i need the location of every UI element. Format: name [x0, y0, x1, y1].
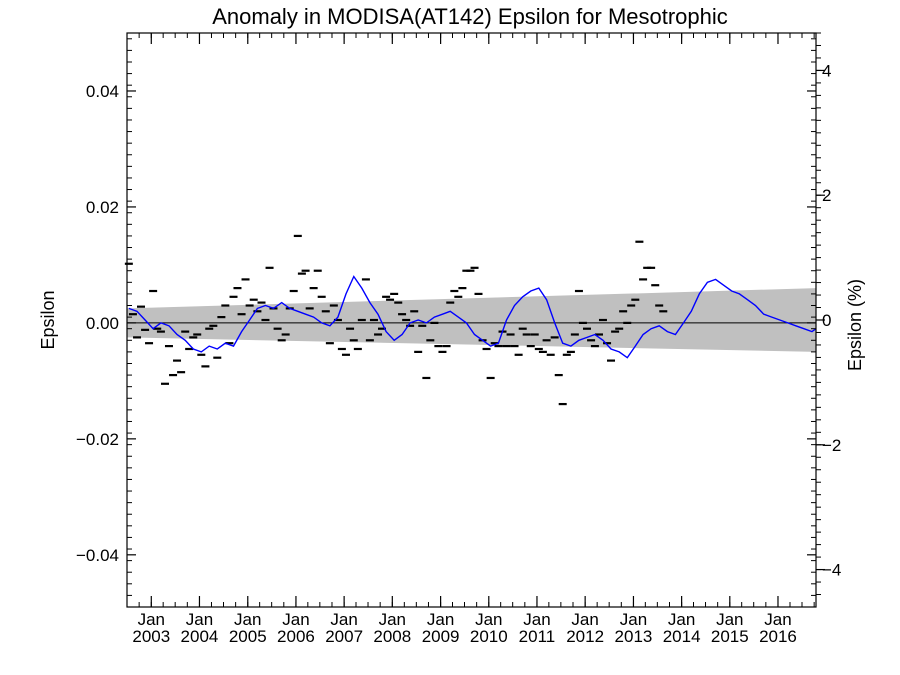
x-tick-label-year: 2007 [325, 627, 363, 646]
x-tick-label-year: 2014 [663, 627, 701, 646]
x-tick-label-month: Jan [186, 610, 213, 629]
x-tick-label-month: Jan [475, 610, 502, 629]
x-tick-label-month: Jan [620, 610, 647, 629]
x-tick-label-month: Jan [764, 610, 791, 629]
plot-area [124, 234, 817, 406]
x-tick-label-month: Jan [379, 610, 406, 629]
x-tick-label-year: 2011 [519, 627, 556, 646]
x-tick-label-year: 2015 [711, 627, 749, 646]
y-axis-right-label: Epsilon (%) [845, 279, 865, 371]
y-axis-label: Epsilon [38, 290, 58, 349]
x-tick-label-year: 2008 [373, 627, 411, 646]
x-tick-label-month: Jan [668, 610, 695, 629]
x-tick-label-year: 2009 [422, 627, 460, 646]
y-tick-label: 0.02 [86, 198, 119, 217]
confidence-band [127, 288, 816, 352]
x-tick-label-year: 2004 [181, 627, 219, 646]
smoothed-series-line [128, 275, 817, 359]
y-right-tick-label: 2 [822, 186, 831, 205]
x-tick-label-month: Jan [138, 610, 165, 629]
y-right-tick-label: 4 [822, 61, 831, 80]
x-tick-label-month: Jan [571, 610, 598, 629]
x-tick-label-month: Jan [716, 610, 743, 629]
x-tick-label-year: 2013 [615, 627, 653, 646]
y-tick-label: 0.04 [86, 82, 119, 101]
axes: −0.04−0.020.000.020.04−4−2024Jan2003Jan2… [76, 32, 841, 646]
x-tick-label-month: Jan [234, 610, 261, 629]
y-right-tick-label: −2 [822, 436, 841, 455]
y-right-tick-label: 0 [822, 311, 831, 330]
y-tick-label: 0.00 [86, 314, 119, 333]
x-tick-label-year: 2003 [132, 627, 170, 646]
y-tick-label: −0.04 [76, 546, 119, 565]
x-tick-label-year: 2005 [229, 627, 267, 646]
x-tick-label-year: 2016 [759, 627, 797, 646]
y-right-tick-label: −4 [822, 561, 841, 580]
x-tick-label-month: Jan [330, 610, 357, 629]
y-tick-label: −0.02 [76, 430, 119, 449]
x-tick-label-year: 2006 [277, 627, 315, 646]
x-tick-label-year: 2010 [470, 627, 508, 646]
x-tick-label-year: 2012 [566, 627, 604, 646]
x-tick-label-month: Jan [427, 610, 454, 629]
x-tick-label-month: Jan [282, 610, 309, 629]
x-tick-label-month: Jan [523, 610, 550, 629]
chart-title: Anomaly in MODISA(AT142) Epsilon for Mes… [212, 4, 728, 29]
